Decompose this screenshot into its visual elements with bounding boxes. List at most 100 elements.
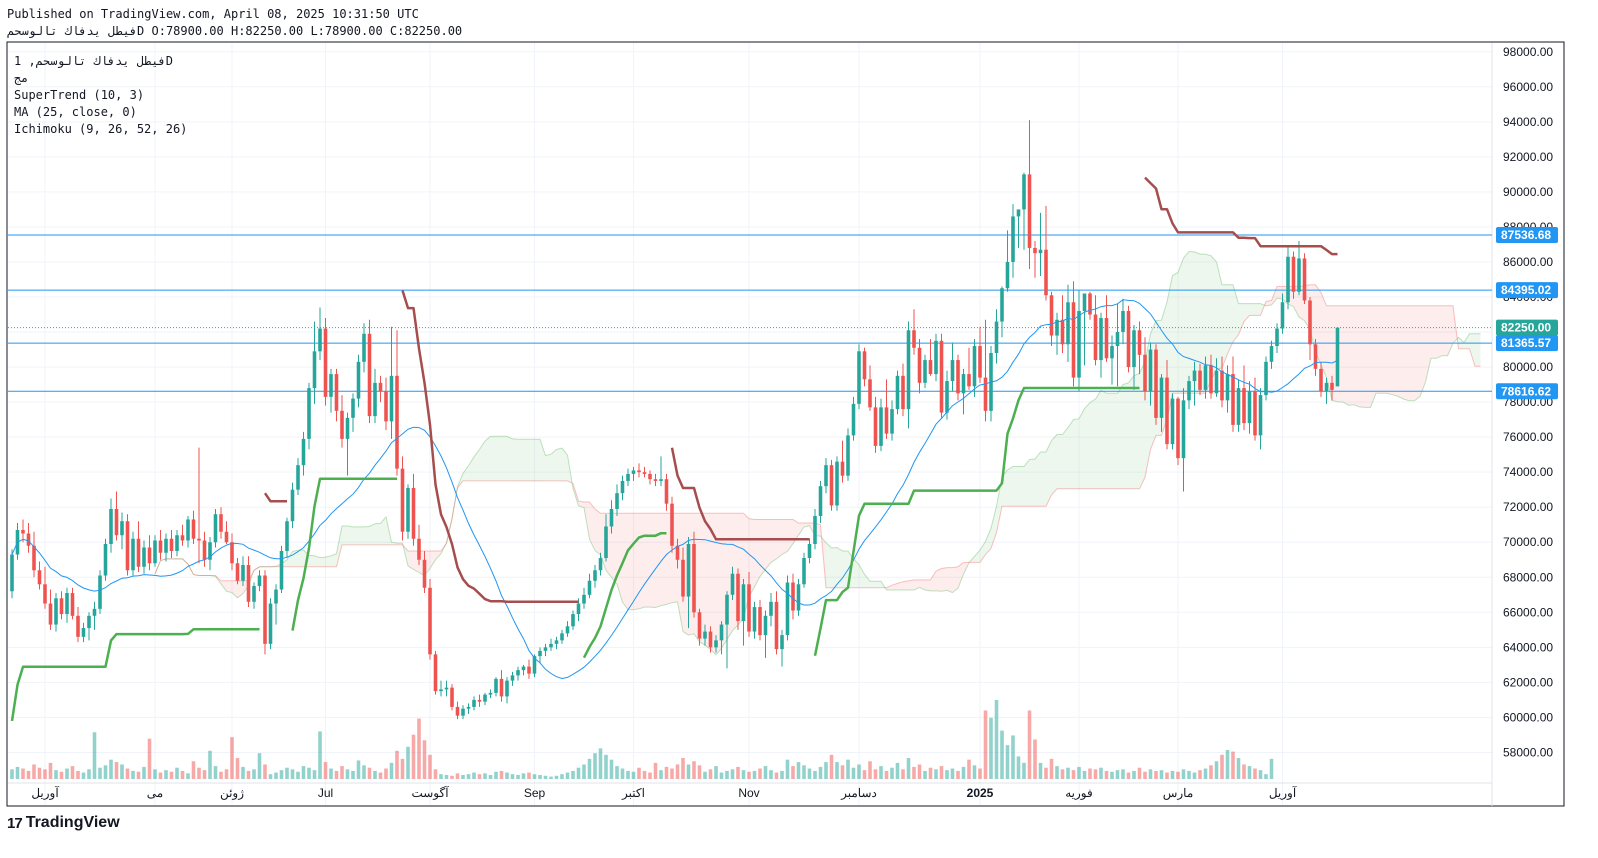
volume-bar xyxy=(197,767,201,779)
candle-body xyxy=(664,479,669,504)
volume-bar xyxy=(1000,730,1004,779)
volume-bar xyxy=(642,770,647,779)
candle-body xyxy=(928,360,933,375)
time-axis[interactable]: آوریل می ژوئن Jul آگوست Sep اکتبر Nov دسامبر 2025… xyxy=(8,782,1492,800)
cloud-segment xyxy=(408,551,414,570)
cloud-segment xyxy=(496,436,502,481)
level-price-label-bg xyxy=(1496,282,1558,299)
volume-bar xyxy=(461,774,465,779)
candle-body xyxy=(857,351,861,404)
volume-bar xyxy=(1159,770,1164,779)
volume-bar xyxy=(301,766,306,779)
candle-body xyxy=(675,545,680,560)
cloud-segment xyxy=(1233,284,1239,342)
volume-bar xyxy=(675,764,680,779)
volume-bar xyxy=(384,768,388,779)
cloud-segment xyxy=(1475,333,1481,367)
candle-body xyxy=(329,374,333,397)
candle-body xyxy=(774,601,779,650)
cloud-segment xyxy=(342,526,348,545)
cloud-segment xyxy=(699,513,705,646)
candle-body xyxy=(862,351,867,380)
cloud-segment xyxy=(963,562,969,575)
cloud-segment xyxy=(1266,300,1272,306)
volume-bar xyxy=(1192,772,1197,779)
volume-bar xyxy=(516,774,520,779)
candle-body xyxy=(186,519,190,541)
cloud-segment xyxy=(1178,258,1184,394)
price-axis[interactable]: 58000.00 60000.00 62000.00 64000.00 66000.00… xyxy=(1496,45,1558,760)
cloud-segment xyxy=(1068,419,1074,489)
cloud-segment xyxy=(490,436,496,481)
candle-body xyxy=(70,593,75,616)
candle-body xyxy=(235,563,240,581)
supertrend-down-line xyxy=(1144,176,1338,256)
volume-bar xyxy=(1143,771,1147,779)
cloud-segment xyxy=(435,551,441,560)
candle-body xyxy=(593,570,597,581)
volume-bar xyxy=(340,766,344,779)
cloud-segment xyxy=(1090,399,1096,489)
candle-body xyxy=(208,542,212,560)
volume-bar xyxy=(505,772,509,779)
volume-bar xyxy=(593,753,597,779)
candle-body xyxy=(1126,311,1131,368)
volume-bars xyxy=(10,700,1274,779)
candle-body xyxy=(1236,388,1241,425)
candle-body xyxy=(10,554,14,592)
candle-body xyxy=(576,603,581,615)
cloud-segment xyxy=(793,519,799,544)
volume-bar xyxy=(703,771,707,779)
legend-ma: MA (25, close, 0) xyxy=(14,105,137,119)
volume-bar xyxy=(956,770,960,779)
y-tick-label: 86000.00 xyxy=(1503,255,1553,269)
candle-body xyxy=(1308,300,1312,345)
volume-bar xyxy=(1044,767,1048,779)
volume-bar xyxy=(697,765,702,779)
grid-lines xyxy=(8,43,1493,806)
cloud-segment xyxy=(386,516,392,545)
level-price-label-bg xyxy=(1496,335,1558,352)
volume-bar xyxy=(653,762,658,779)
candle-body xyxy=(153,540,157,564)
y-tick-label: 60000.00 xyxy=(1503,710,1553,724)
volume-bar xyxy=(1209,765,1213,779)
volume-bar xyxy=(296,771,300,779)
volume-bar xyxy=(967,759,971,779)
candle-body xyxy=(1330,382,1334,390)
candle-body xyxy=(246,565,251,602)
cloud-segment xyxy=(859,564,865,588)
volume-bar xyxy=(851,767,856,779)
volume-bar xyxy=(120,764,124,779)
volume-bar xyxy=(389,762,394,779)
tradingview-logo[interactable]: 17 TradingView xyxy=(7,814,120,832)
y-tick-label: 90000.00 xyxy=(1503,185,1553,199)
volume-bar xyxy=(87,769,91,779)
candle-body xyxy=(697,612,702,639)
candle-body xyxy=(813,515,817,544)
volume-bar xyxy=(373,770,377,779)
candle-body xyxy=(268,603,273,644)
cloud-segment xyxy=(1051,434,1057,495)
legend-supertrend: SuperTrend (10, 3) xyxy=(14,88,144,102)
candle-body xyxy=(450,687,454,707)
volume-bar xyxy=(609,759,614,779)
volume-bar xyxy=(81,772,86,779)
volume-bar xyxy=(109,759,113,779)
candle-body xyxy=(1132,330,1136,368)
candle-body xyxy=(477,699,482,702)
candle-body xyxy=(521,666,526,671)
candle-body xyxy=(312,351,317,389)
volume-bar xyxy=(59,771,64,779)
cloud-segment xyxy=(611,513,617,585)
cloud-segment xyxy=(996,476,1002,533)
volume-bar xyxy=(1088,768,1092,779)
y-tick-label: 68000.00 xyxy=(1503,570,1553,584)
x-tick-label: آگوست xyxy=(411,785,449,800)
candle-body xyxy=(895,375,900,410)
cloud-segment xyxy=(853,558,859,588)
candle-body xyxy=(43,584,47,604)
volume-bar xyxy=(862,770,867,779)
volume-bar xyxy=(356,760,361,779)
